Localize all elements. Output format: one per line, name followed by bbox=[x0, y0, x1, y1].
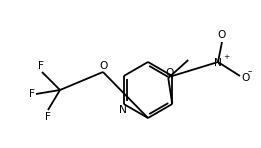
Text: O: O bbox=[241, 73, 249, 83]
Text: O: O bbox=[165, 68, 174, 78]
Text: O: O bbox=[100, 61, 108, 71]
Text: F: F bbox=[45, 112, 51, 122]
Text: O: O bbox=[218, 30, 226, 40]
Text: N: N bbox=[119, 105, 127, 115]
Text: F: F bbox=[38, 61, 44, 71]
Text: N: N bbox=[214, 58, 222, 68]
Text: +: + bbox=[223, 54, 229, 60]
Text: –: – bbox=[248, 67, 252, 77]
Text: F: F bbox=[29, 89, 35, 99]
